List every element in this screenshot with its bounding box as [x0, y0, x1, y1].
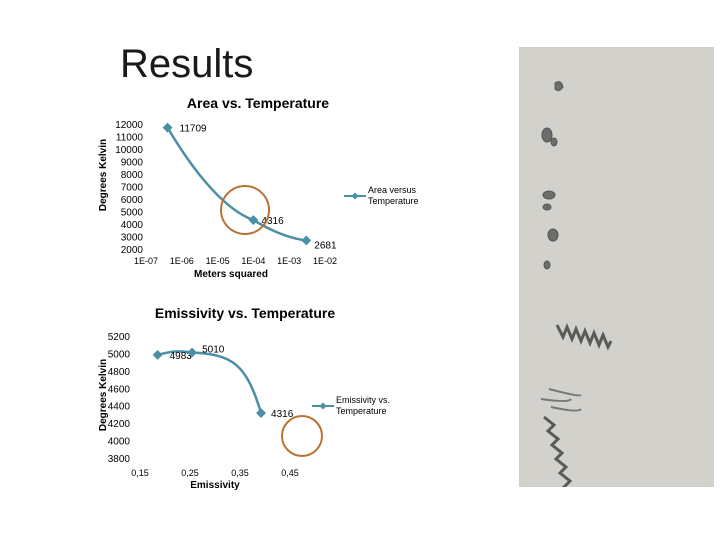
y-tick-label: 6000 — [121, 195, 144, 206]
x-tick-label: 1E-02 — [313, 256, 337, 266]
x-tick-label: 1E-03 — [277, 256, 301, 266]
x-tick-label: 1E-04 — [241, 256, 265, 266]
emissivity-vs-temperature-chart: Emissivity vs. Temperature Degrees Kelvi… — [98, 305, 390, 491]
data-point — [152, 349, 163, 360]
data-label: 2681 — [314, 240, 337, 251]
data-label: 4316 — [271, 409, 294, 420]
slide-title: Results — [120, 42, 254, 86]
legend-label: Emissivity vs. Temperature — [336, 395, 390, 416]
y-tick-label: 4400 — [108, 402, 131, 413]
data-point — [301, 235, 312, 246]
legend-marker — [351, 192, 359, 200]
x-tick-label: 1E-06 — [170, 256, 194, 266]
chart-title: Emissivity vs. Temperature — [155, 305, 335, 321]
data-point — [248, 215, 259, 225]
data-label: 4983 — [170, 351, 193, 362]
legend-marker — [319, 402, 327, 410]
y-tick-label: 5000 — [121, 208, 144, 219]
series-line — [157, 350, 263, 414]
y-tick-label: 4600 — [108, 384, 131, 395]
legend-label: Area versus Temperature — [368, 185, 419, 206]
y-axis-label: Degrees Kelvin — [98, 359, 109, 431]
x-tick-label: 0,45 — [281, 468, 299, 478]
highlight-circle — [220, 185, 270, 235]
y-tick-label: 10000 — [115, 145, 143, 156]
data-point — [256, 408, 266, 418]
y-tick-label: 3000 — [121, 233, 144, 244]
y-tick-label: 3800 — [108, 454, 131, 465]
area-vs-temperature-chart: Area vs. Temperature Degrees Kelvin Mete… — [98, 95, 419, 280]
y-tick-label: 4800 — [108, 367, 131, 378]
y-tick-label: 5200 — [108, 332, 131, 343]
y-tick-label: 2000 — [121, 245, 144, 256]
y-tick-label: 11000 — [116, 133, 144, 144]
x-tick-label: 1E-05 — [206, 256, 230, 266]
y-tick-label: 9000 — [121, 158, 144, 169]
y-tick-label: 4000 — [121, 220, 144, 231]
y-tick-label: 4200 — [108, 419, 131, 430]
y-tick-label: 7000 — [121, 183, 144, 194]
data-label: 5010 — [202, 345, 225, 356]
series-line — [166, 127, 307, 242]
data-point — [162, 122, 173, 133]
x-tick-label: 0,35 — [231, 468, 249, 478]
y-tick-label: 4000 — [108, 437, 131, 448]
x-axis-label: Meters squared — [194, 269, 268, 280]
x-tick-label: 0,25 — [181, 468, 199, 478]
data-label: 4316 — [261, 216, 284, 227]
chart-title: Area vs. Temperature — [187, 95, 329, 111]
data-point — [187, 347, 198, 358]
y-tick-label: 5000 — [108, 349, 131, 360]
filament-photo-detail — [519, 47, 714, 487]
data-label: 11709 — [180, 124, 208, 135]
x-axis-label: Emissivity — [190, 480, 240, 491]
highlight-circle — [281, 415, 323, 457]
x-tick-label: 1E-07 — [134, 256, 158, 266]
y-tick-label: 8000 — [121, 170, 144, 181]
y-tick-label: 12000 — [115, 120, 143, 131]
y-axis-label: Degrees Kelvin — [98, 139, 109, 211]
x-tick-label: 0,15 — [131, 468, 149, 478]
